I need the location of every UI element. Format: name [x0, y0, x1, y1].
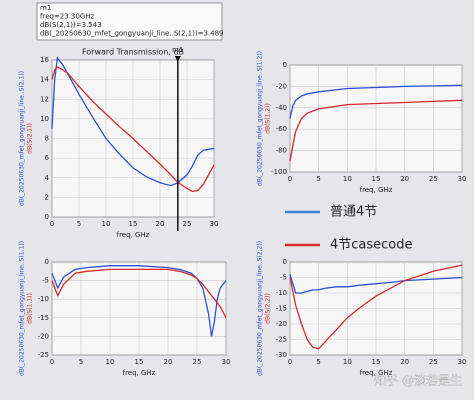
x-axis-label: freq, GHz	[123, 369, 156, 377]
series-line	[289, 264, 463, 350]
y-tick-label: -60	[276, 125, 287, 133]
y-tick-label: -10	[276, 289, 287, 297]
watermark: 知乎 @淡若是生	[374, 374, 462, 388]
x-tick-label: 5	[77, 220, 81, 228]
marker-readout-box	[36, 2, 223, 41]
series-line	[51, 56, 215, 187]
x-tick-label: 20	[164, 358, 173, 366]
y-tick-label: 0	[283, 258, 287, 266]
series-line	[51, 66, 215, 193]
x-tick-label: 15	[135, 358, 144, 366]
y-axis-label: dB(_20250630_mfet_gongyuanji_line..S(2,2…	[257, 241, 264, 376]
x-tick-label: 15	[372, 358, 381, 366]
x-axis-label: freq, GHz	[360, 369, 393, 377]
x-tick-label: 0	[288, 175, 292, 183]
x-tick-label: 25	[429, 175, 438, 183]
series-line	[289, 99, 463, 162]
x-axis-label: freq, GHz	[117, 231, 150, 239]
x-tick-label: 25	[183, 220, 192, 228]
x-tick-label: 0	[50, 220, 54, 228]
y-tick-label: 0	[45, 213, 49, 221]
x-tick-label: 10	[102, 220, 111, 228]
x-tick-label: 30	[458, 358, 467, 366]
y-tick-label: -100	[271, 168, 287, 176]
x-tick-label: 15	[129, 220, 138, 228]
y-tick-label: -15	[276, 305, 287, 313]
x-tick-label: 20	[156, 220, 165, 228]
series-line	[51, 268, 227, 319]
marker-readout: m1	[40, 4, 51, 12]
x-tick-label: 10	[343, 358, 352, 366]
chart-title: Forward Transmission, dB	[82, 48, 184, 57]
y-tick-label: 8	[45, 135, 49, 143]
x-tick-label: 30	[458, 175, 467, 183]
y-axis-label: dB(S(2,2))	[265, 293, 272, 324]
y-axis-label: dB(_20250630_mfet_gongyuanji_line..S(1,1…	[19, 241, 26, 376]
y-axis-label: dB(S(1,1))	[27, 293, 34, 324]
y-tick-label: 10	[40, 115, 49, 123]
series-line	[51, 265, 227, 337]
marker-readout: freq=23.30GHz	[40, 13, 95, 21]
y-tick-label: 4	[45, 174, 50, 182]
y-tick-label: -20	[276, 320, 287, 328]
y-tick-label: 16	[40, 56, 49, 64]
x-tick-label: 20	[400, 358, 409, 366]
marker-label: m1	[172, 46, 183, 54]
y-tick-label: -15	[38, 314, 49, 322]
series-line	[289, 274, 463, 294]
x-axis-label: freq, GHz	[360, 186, 393, 194]
marker-readout: dB(_20250630_mfet_gongyuanji_line..S(2,1…	[40, 30, 224, 38]
y-tick-label: -5	[280, 274, 287, 282]
y-tick-label: -25	[38, 351, 49, 359]
x-tick-label: 30	[222, 358, 231, 366]
y-tick-label: -20	[38, 332, 49, 340]
series-line	[289, 84, 463, 119]
x-tick-label: 30	[210, 220, 219, 228]
y-tick-label: 0	[283, 61, 287, 69]
x-tick-label: 20	[400, 175, 409, 183]
y-tick-label: -20	[276, 82, 287, 90]
x-tick-label: 10	[343, 175, 352, 183]
x-tick-label: 5	[316, 175, 320, 183]
x-tick-label: 15	[372, 175, 381, 183]
legend-label: 普通4节	[330, 205, 377, 220]
y-tick-label: 2	[45, 193, 49, 201]
y-axis-label: dB(_20250630_mfet_gongyuanji_line..S(2,1…	[19, 71, 26, 206]
y-tick-label: 0	[45, 258, 49, 266]
y-tick-label: -5	[42, 277, 49, 285]
y-axis-label: dB(S(1,2))	[265, 103, 272, 134]
x-tick-label: 0	[288, 358, 292, 366]
x-tick-label: 5	[316, 358, 320, 366]
y-tick-label: -80	[276, 147, 287, 155]
marker-symbol	[174, 56, 181, 62]
marker-readout: dB(S(2,1))=3.543	[40, 21, 102, 29]
y-tick-label: -10	[38, 295, 49, 303]
y-tick-label: -30	[276, 351, 287, 359]
x-tick-label: 25	[429, 358, 438, 366]
x-tick-label: 10	[106, 358, 115, 366]
y-tick-label: -25	[276, 336, 287, 344]
y-tick-label: 12	[40, 95, 49, 103]
y-tick-label: 6	[45, 154, 50, 162]
x-tick-label: 25	[193, 358, 202, 366]
x-tick-label: 5	[79, 358, 83, 366]
y-axis-label: dB(_20250630_mfet_gongyuanji_line..S(1,2…	[257, 51, 264, 186]
y-tick-label: 14	[40, 76, 49, 84]
legend-label: 4节casecode	[330, 238, 413, 253]
y-tick-label: -40	[276, 104, 287, 112]
x-tick-label: 0	[50, 358, 54, 366]
y-axis-label: dB(S(2,1))	[27, 123, 34, 154]
